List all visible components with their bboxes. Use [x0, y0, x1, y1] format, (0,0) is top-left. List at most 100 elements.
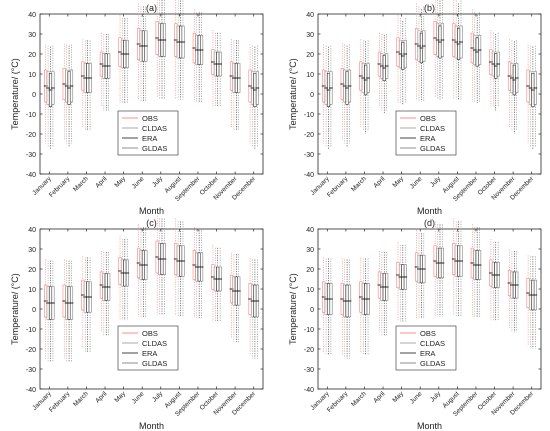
legend-label-gldas: GLDAS [142, 359, 167, 368]
box-gldas [88, 40, 92, 131]
box-gldas [199, 230, 204, 318]
x-tick-label: February [48, 175, 72, 199]
box-gldas [328, 45, 333, 147]
y-tick-label: 20 [28, 52, 36, 59]
x-tick-label: June [131, 390, 146, 405]
legend-label-obs: OBS [420, 114, 436, 123]
y-tick-label: 0 [32, 92, 36, 99]
y-tick-label: 20 [306, 52, 314, 59]
box-gldas [125, 238, 130, 321]
box-gldas [459, 0, 463, 100]
y-tick-label: -30 [26, 152, 36, 159]
box-gldas [384, 33, 389, 111]
chart-title: (c) [146, 218, 157, 228]
x-axis-label: Month [417, 421, 442, 431]
chart-title: (a) [146, 3, 157, 13]
legend-label-gldas: GLDAS [420, 359, 445, 368]
box-gldas [347, 44, 352, 144]
box-gldas [162, 218, 167, 316]
y-axis-label: Temperature/ (°C) [10, 273, 20, 345]
x-tick-label: February [326, 175, 350, 199]
legend-label-era: ERA [142, 349, 157, 358]
box-gldas [477, 227, 482, 318]
y-tick-label: -10 [304, 112, 314, 119]
y-tick-label: 40 [28, 227, 36, 234]
box-gldas [496, 241, 501, 321]
box-gldas [181, 0, 185, 100]
box-gldas [236, 254, 241, 342]
box-era [512, 250, 517, 333]
y-tick-label: 30 [28, 247, 36, 254]
box-gldas [328, 258, 333, 356]
legend-label-era: ERA [142, 134, 157, 143]
x-tick-label: April [372, 175, 387, 190]
x-tick-label: May [391, 175, 405, 189]
legend-label-cldas: CLDAS [420, 124, 445, 133]
y-tick-label: 20 [306, 267, 314, 274]
box-gldas [440, 0, 445, 99]
y-tick-label: -20 [26, 132, 36, 139]
box-gldas [218, 247, 223, 323]
y-tick-label: -20 [304, 347, 314, 354]
box-gldas [218, 32, 223, 108]
box-gldas [477, 12, 482, 103]
y-tick-label: 10 [28, 72, 36, 79]
y-axis-label: Temperature/ (°C) [288, 273, 298, 345]
y-tick-label: 10 [28, 287, 36, 294]
box-gldas [440, 224, 445, 317]
y-tick-label: 0 [310, 307, 314, 314]
box-gldas [514, 250, 519, 333]
box-gldas [533, 256, 538, 349]
box-gldas [199, 12, 204, 103]
x-tick-label: June [131, 175, 146, 190]
y-tick-label: -40 [26, 387, 36, 394]
box-gldas [106, 252, 111, 336]
box-gldas [143, 227, 148, 318]
box-gldas [366, 40, 370, 131]
box-gldas [106, 33, 111, 111]
y-tick-label: -10 [26, 112, 36, 119]
y-tick-label: 40 [306, 12, 314, 19]
box-gldas [421, 6, 426, 101]
y-tick-label: 40 [28, 12, 36, 19]
y-tick-label: -10 [26, 327, 36, 334]
y-tick-label: -30 [304, 152, 314, 159]
y-tick-label: 30 [306, 247, 314, 254]
y-tick-label: -30 [304, 367, 314, 374]
box-gldas [162, 0, 167, 99]
y-axis-label: Temperature/ (°C) [10, 58, 20, 130]
legend-label-cldas: CLDAS [420, 339, 445, 348]
y-tick-label: -20 [26, 347, 36, 354]
box-era [104, 252, 109, 336]
x-tick-label: March [72, 175, 90, 193]
box-gldas [496, 32, 501, 108]
box-gldas [143, 6, 148, 101]
box-gldas [181, 221, 185, 316]
box-gldas [88, 257, 92, 352]
x-tick-label: April [94, 175, 109, 190]
y-tick-label: -20 [304, 132, 314, 139]
legend-label-obs: OBS [420, 329, 436, 338]
legend-label-cldas: CLDAS [142, 124, 167, 133]
x-tick-label: July [151, 175, 165, 189]
x-tick-label: June [409, 175, 424, 190]
x-tick-label: July [151, 390, 165, 404]
y-tick-label: -10 [304, 327, 314, 334]
x-tick-label: May [113, 390, 127, 404]
chart-title: (b) [424, 3, 435, 13]
box-gldas [366, 258, 370, 356]
x-tick-label: March [72, 390, 90, 408]
legend-label-gldas: GLDAS [420, 144, 445, 153]
y-tick-label: -40 [26, 172, 36, 179]
box-gldas [403, 18, 408, 104]
y-tick-label: 10 [306, 72, 314, 79]
y-tick-label: -30 [26, 367, 36, 374]
